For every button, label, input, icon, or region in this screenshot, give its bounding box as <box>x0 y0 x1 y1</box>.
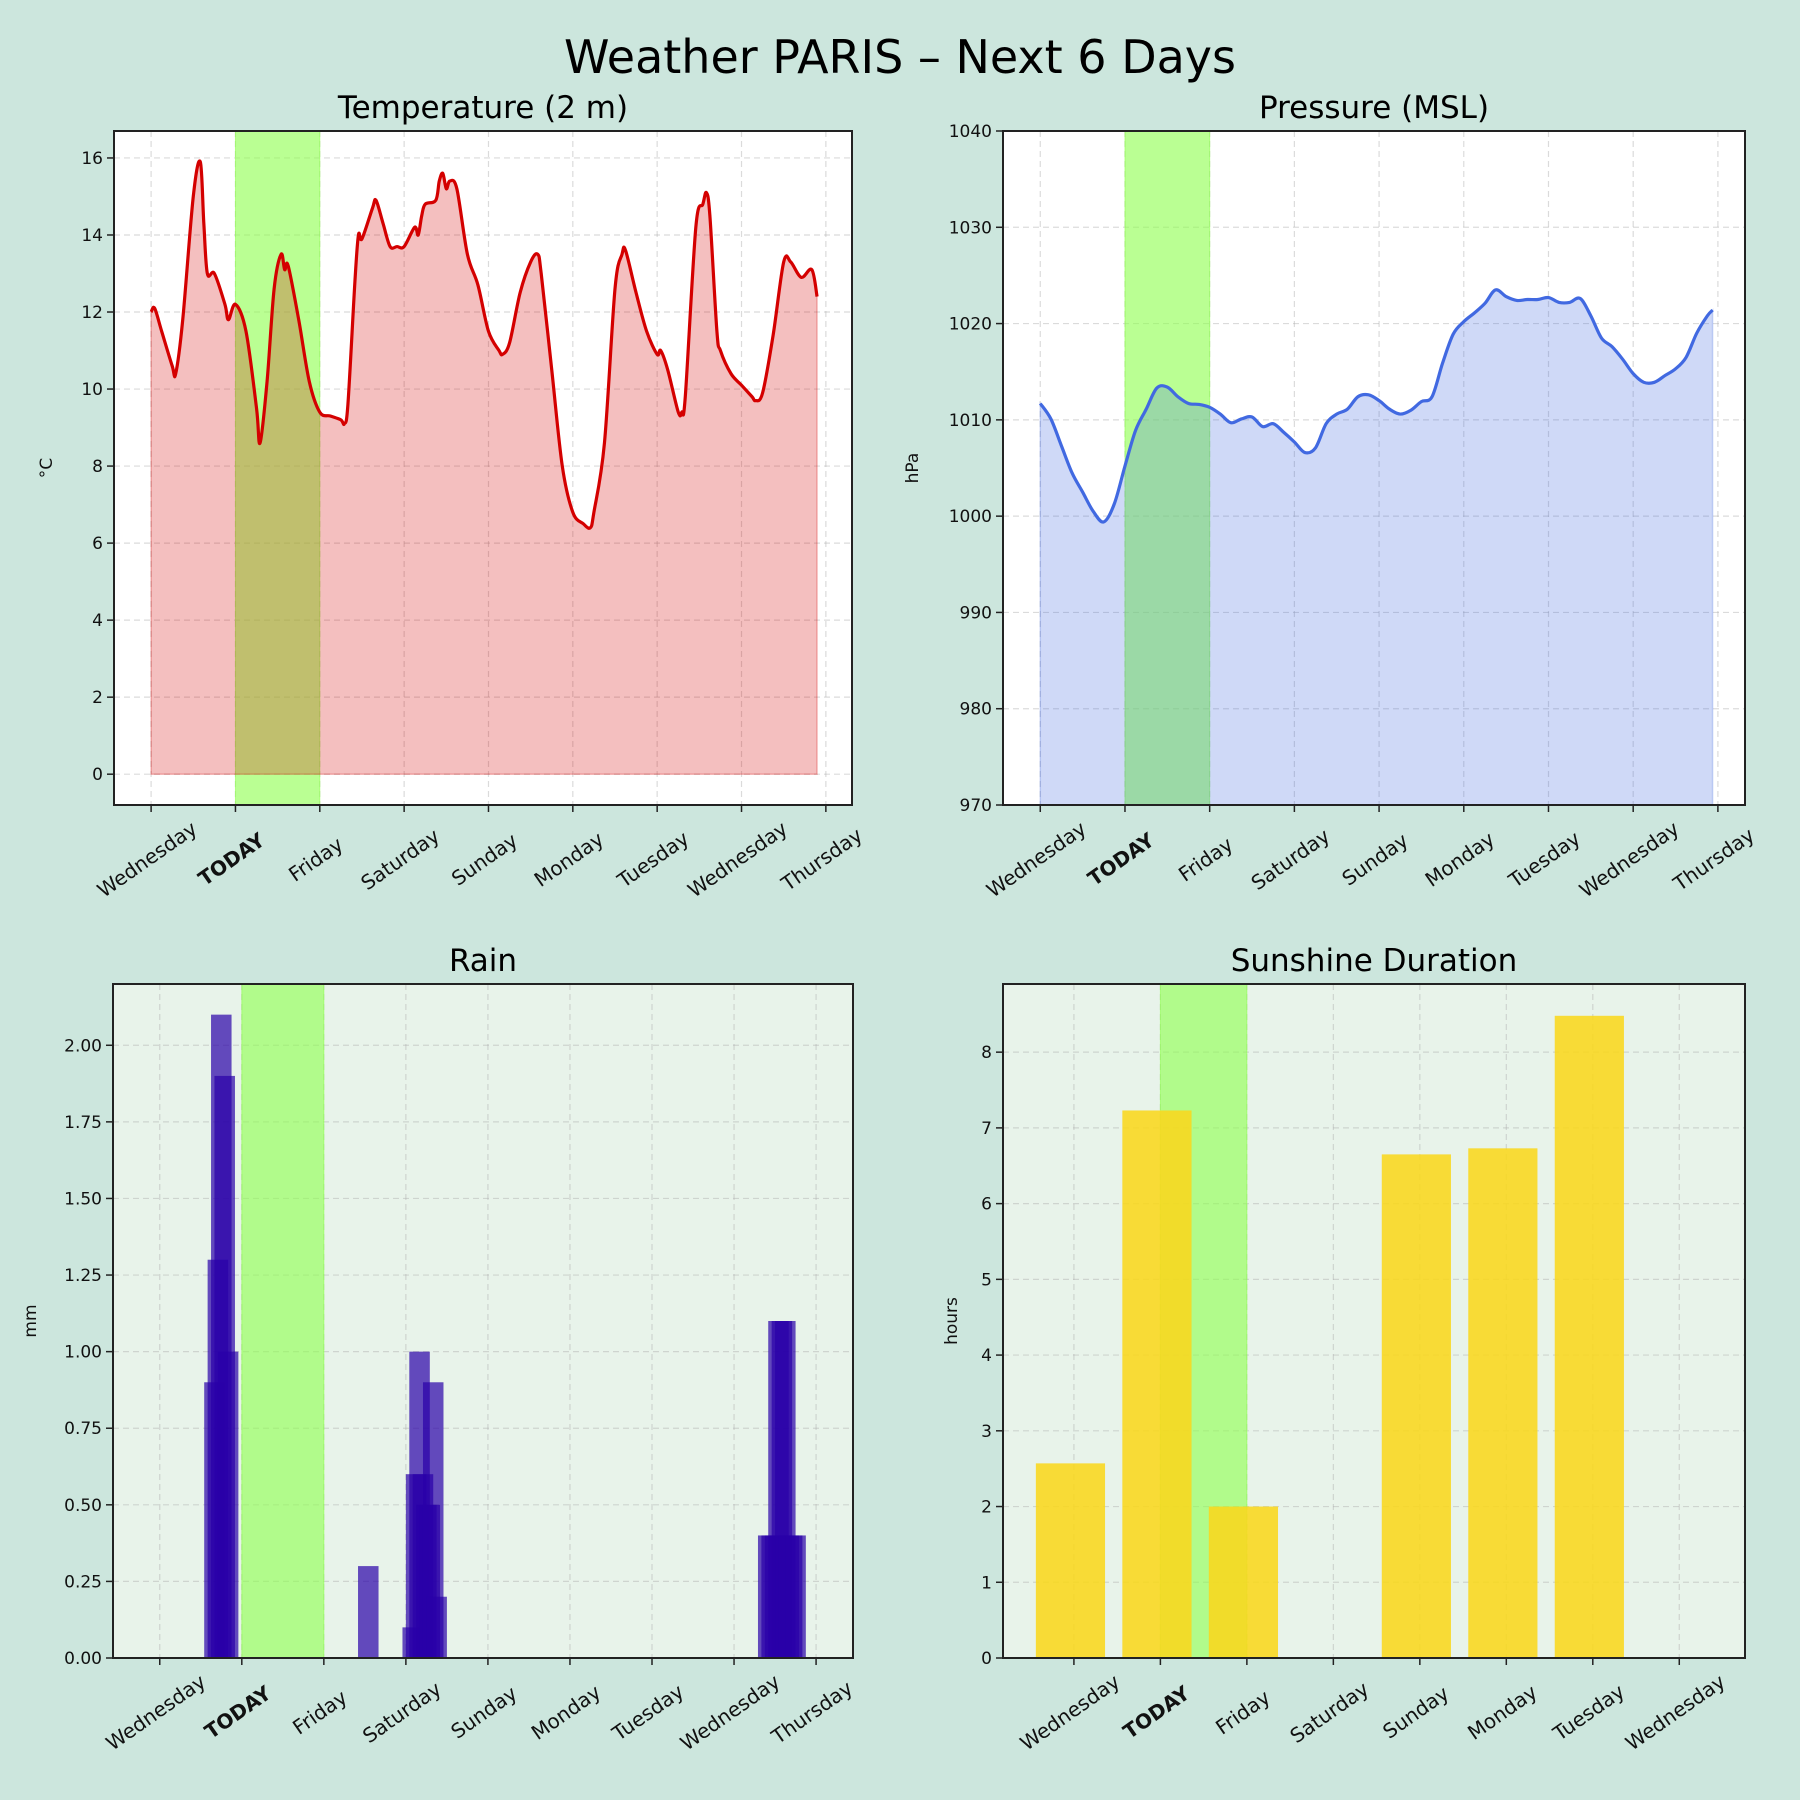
rain-bar <box>422 1382 444 1658</box>
rain-chart: 0.000.250.500.751.001.251.501.752.00Wedn… <box>21 943 857 1755</box>
sunshine-bar <box>1468 1148 1538 1658</box>
y-tick-label: 2 <box>92 688 103 708</box>
axes-frame <box>112 983 854 1659</box>
y-tick-label: 1020 <box>949 315 992 335</box>
plot-content <box>1038 131 1714 805</box>
y-tick-label: 1000 <box>949 507 992 527</box>
plot-area <box>1003 984 1745 1658</box>
y-tick-label: 970 <box>960 796 992 816</box>
rain-bar <box>426 1596 447 1658</box>
y-tick-label: 990 <box>960 603 992 623</box>
y-tick-label: 1040 <box>949 122 992 142</box>
pressure-chart: 97098099010001010102010301040WednesdayTO… <box>903 90 1759 902</box>
y-tick-label: 14 <box>81 226 103 246</box>
y-tick-label: 1030 <box>949 218 992 238</box>
chart-title: Temperature (2 m) <box>337 90 628 126</box>
figure-title: Weather PARIS – Next 6 Days <box>564 30 1236 84</box>
y-tick-label: 6 <box>981 1195 992 1215</box>
y-tick-label: 3 <box>981 1422 992 1442</box>
y-tick-label: 0 <box>981 1649 992 1669</box>
plot-content <box>1035 984 1624 1658</box>
rain-bar <box>358 1566 379 1658</box>
sunshine-bar <box>1035 1463 1106 1658</box>
y-tick-label: 0.25 <box>64 1572 102 1592</box>
y-tick-label: 1.75 <box>64 1113 102 1133</box>
grid <box>113 984 853 1659</box>
y-tick-label: 0 <box>92 765 103 785</box>
today-band <box>234 131 321 805</box>
y-tick-label: 1.50 <box>64 1189 102 1209</box>
sunshine-bar <box>1554 1015 1624 1658</box>
y-tick-label: 1.00 <box>64 1343 102 1363</box>
y-tick-label: 7 <box>981 1119 992 1139</box>
temperature-line <box>149 159 819 530</box>
plot-content <box>204 984 806 1658</box>
y-axis-label: mm <box>21 1304 41 1337</box>
rain-bar <box>217 1351 239 1658</box>
y-tick-label: 8 <box>981 1043 992 1063</box>
y-tick-label: 10 <box>81 380 103 400</box>
rain-bar <box>785 1535 806 1658</box>
y-tick-label: 0.75 <box>64 1419 102 1439</box>
axes-frame <box>1002 983 1746 1659</box>
chart-title: Pressure (MSL) <box>1259 90 1489 126</box>
y-tick-label: 6 <box>92 534 103 554</box>
y-tick-label: 4 <box>981 1346 992 1366</box>
y-axis-label: hPa <box>903 453 923 484</box>
y-tick-label: 4 <box>92 611 103 631</box>
y-tick-label: 2 <box>981 1498 992 1518</box>
y-tick-label: 0.00 <box>64 1649 102 1669</box>
sunshine-bar <box>1208 1506 1279 1658</box>
y-tick-label: 16 <box>81 149 103 169</box>
y-tick-label: 980 <box>960 700 992 720</box>
y-tick-label: 1.25 <box>64 1266 102 1286</box>
axes-frame <box>1002 130 1746 806</box>
y-tick-label: 12 <box>81 303 103 323</box>
y-tick-label: 0.50 <box>64 1496 102 1516</box>
y-tick-label: 2.00 <box>64 1036 102 1056</box>
y-tick-label: 8 <box>92 457 103 477</box>
sunshine-bar <box>1122 1110 1192 1658</box>
axes-frame <box>113 130 853 806</box>
y-tick-label: 1010 <box>949 411 992 431</box>
chart-title: Sunshine Duration <box>1231 943 1518 979</box>
chart-title: Rain <box>449 943 517 979</box>
today-band <box>1124 131 1211 805</box>
y-tick-label: 5 <box>981 1270 992 1290</box>
sunshine-bar <box>1381 1154 1451 1658</box>
y-tick-label: 1 <box>981 1573 992 1593</box>
today-band <box>241 984 325 1658</box>
plot-content <box>149 131 819 805</box>
y-axis-label: hours <box>942 1297 962 1345</box>
y-axis-label: °C <box>37 458 57 478</box>
